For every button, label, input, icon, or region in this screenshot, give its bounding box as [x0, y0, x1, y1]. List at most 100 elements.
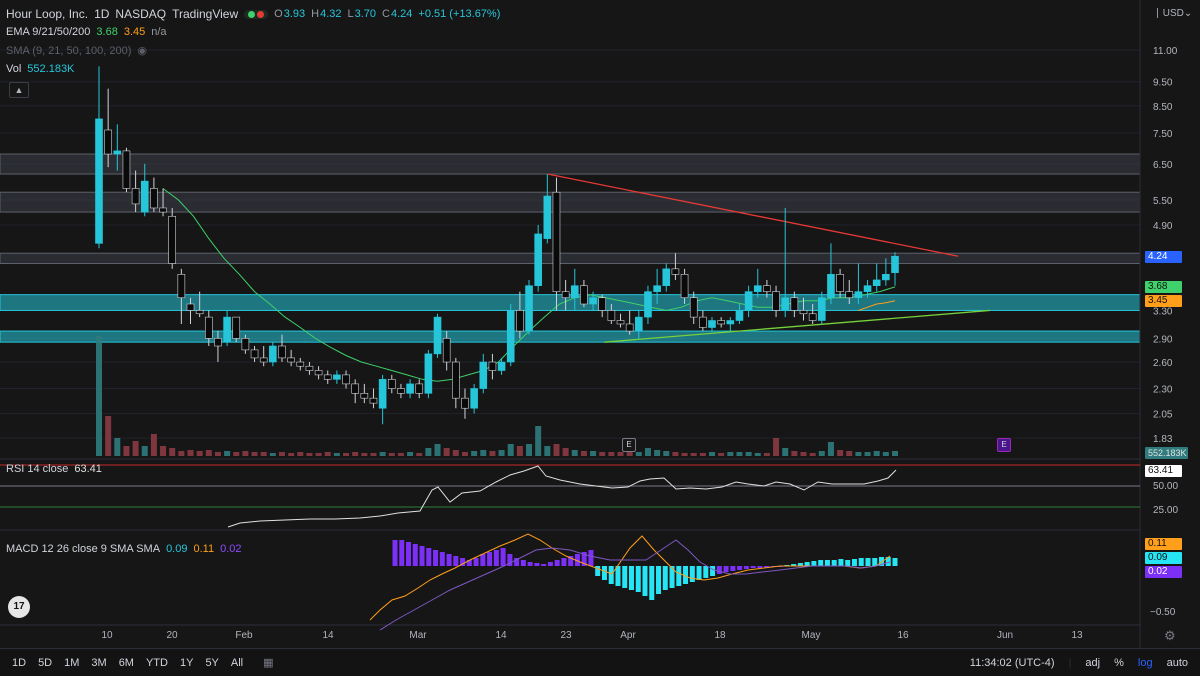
volume-bar — [452, 450, 459, 456]
macd-label[interactable]: MACD 12 26 close 9 SMA SMA — [6, 543, 161, 555]
macd-hist-bar — [892, 558, 898, 566]
candle — [543, 174, 552, 244]
candle-body — [131, 188, 140, 205]
ema-legend[interactable]: EMA 9/21/50/200 3.68 3.45 n/a — [6, 26, 167, 38]
candle-body — [140, 180, 149, 213]
hidden-eye-icon[interactable]: ◉ — [137, 45, 147, 57]
range-1y[interactable]: 1Y — [179, 656, 194, 669]
range-6m[interactable]: 6M — [118, 656, 134, 669]
price-zone — [0, 191, 1141, 213]
macd-histogram — [392, 540, 898, 600]
candle-body — [872, 279, 881, 287]
earnings-marker-past[interactable]: E — [622, 438, 636, 452]
candlestick-series[interactable] — [95, 66, 899, 425]
tradingview-logo[interactable]: 17 — [8, 596, 30, 618]
range-1d[interactable]: 1D — [12, 656, 27, 669]
macd-hist-bar — [480, 554, 486, 566]
volume-legend[interactable]: Vol 552.183K — [6, 63, 74, 75]
volume-bar — [132, 441, 139, 456]
earnings-marker-upcoming[interactable]: E — [997, 438, 1011, 452]
candle — [479, 353, 488, 394]
volume-bar — [388, 453, 395, 456]
candle-body — [891, 255, 899, 273]
sma-legend[interactable]: SMA (9, 21, 50, 100, 200) ◉ — [6, 44, 147, 58]
goto-date-icon[interactable]: ▦ — [263, 657, 274, 669]
candle — [534, 224, 542, 292]
candle — [525, 279, 533, 335]
rsi-label[interactable]: RSI 14 close — [6, 463, 69, 475]
candle-body — [186, 303, 195, 311]
clock[interactable]: 11:34:02 (UTC-4) — [969, 656, 1055, 669]
range-5y[interactable]: 5Y — [205, 656, 219, 669]
range-3m[interactable]: 3M — [91, 656, 107, 669]
macd-hist-bar — [514, 558, 520, 566]
range-all[interactable]: All — [230, 656, 244, 669]
candle-body — [168, 215, 176, 264]
macd-tick-label: −0.50 — [1150, 607, 1176, 618]
macd-axis[interactable]: −0.50 — [1150, 607, 1176, 618]
volume-bar — [370, 453, 377, 456]
collapse-legend-icon[interactable]: ▲ — [9, 82, 29, 98]
macd-hist-bar — [460, 558, 466, 566]
volume-bar — [544, 446, 551, 456]
macd-hist-bar — [419, 546, 425, 566]
candle-body — [506, 310, 515, 363]
currency-selector[interactable]: ∣ USD⌄ — [1155, 8, 1192, 19]
candle-body — [781, 297, 790, 311]
candle-body — [424, 353, 433, 394]
symbol-name[interactable]: Hour Loop, Inc. — [6, 7, 89, 21]
settings-gear-icon[interactable]: ⚙ — [1164, 628, 1176, 643]
time-axis[interactable]: 10 20 Feb 14 Mar 14 23 Apr 18 May 16 Jun 13 — [101, 630, 1083, 641]
candle — [122, 147, 131, 193]
volume-bar — [169, 448, 176, 456]
candle — [598, 294, 607, 318]
percent-toggle[interactable]: % — [1114, 656, 1124, 669]
volume-label[interactable]: Vol — [6, 63, 22, 75]
candle-body — [259, 357, 268, 363]
rsi-legend[interactable]: RSI 14 close 63.41 — [6, 463, 102, 475]
candle — [177, 268, 186, 324]
macd-legend[interactable]: MACD 12 26 close 9 SMA SMA 0.09 0.11 0.0… — [6, 543, 242, 555]
candle-body — [95, 118, 103, 244]
macd-hist-bar — [811, 561, 817, 566]
candle-body — [122, 150, 131, 189]
candle — [333, 370, 341, 384]
support-trendline[interactable] — [604, 309, 990, 343]
sma-label[interactable]: SMA (9, 21, 50, 100, 200) — [6, 44, 132, 57]
candle-body — [753, 285, 762, 292]
candle-body — [214, 338, 222, 347]
volume-bar — [498, 450, 505, 456]
candle — [699, 310, 707, 332]
candle-body — [845, 291, 854, 299]
candle — [195, 291, 204, 318]
volume-bar — [580, 451, 587, 456]
candle-body — [333, 374, 341, 380]
time-tick-label: 14 — [322, 630, 334, 641]
log-toggle[interactable]: log — [1137, 656, 1153, 669]
volume-bar — [187, 450, 194, 456]
resistance-trendline[interactable] — [547, 173, 959, 257]
time-tick-label: 13 — [1071, 630, 1083, 641]
ema-label[interactable]: EMA 9/21/50/200 — [6, 26, 91, 38]
market-status-icon[interactable] — [244, 9, 269, 19]
candle-body — [552, 191, 561, 292]
candle — [708, 317, 716, 332]
interval-label[interactable]: 1D — [94, 7, 110, 21]
macd-hist-bar — [574, 554, 580, 566]
candle-body — [387, 379, 396, 389]
volume-bar — [827, 442, 834, 456]
auto-toggle[interactable]: auto — [1166, 656, 1188, 669]
range-ytd[interactable]: YTD — [145, 656, 168, 669]
candle-body — [763, 285, 771, 292]
candle-body — [818, 297, 826, 321]
range-1m[interactable]: 1M — [64, 656, 80, 669]
candle-body — [195, 310, 204, 315]
macd-hist-bar — [426, 548, 432, 566]
price-tick-label: 2.60 — [1153, 358, 1173, 369]
range-5d[interactable]: 5D — [38, 656, 53, 669]
price-axis[interactable]: 11.00 9.50 8.50 7.50 6.50 5.50 4.90 3.30 2.90 2.6… — [1153, 46, 1178, 445]
volume-bar — [626, 451, 633, 456]
adj-toggle[interactable]: adj — [1085, 656, 1101, 669]
